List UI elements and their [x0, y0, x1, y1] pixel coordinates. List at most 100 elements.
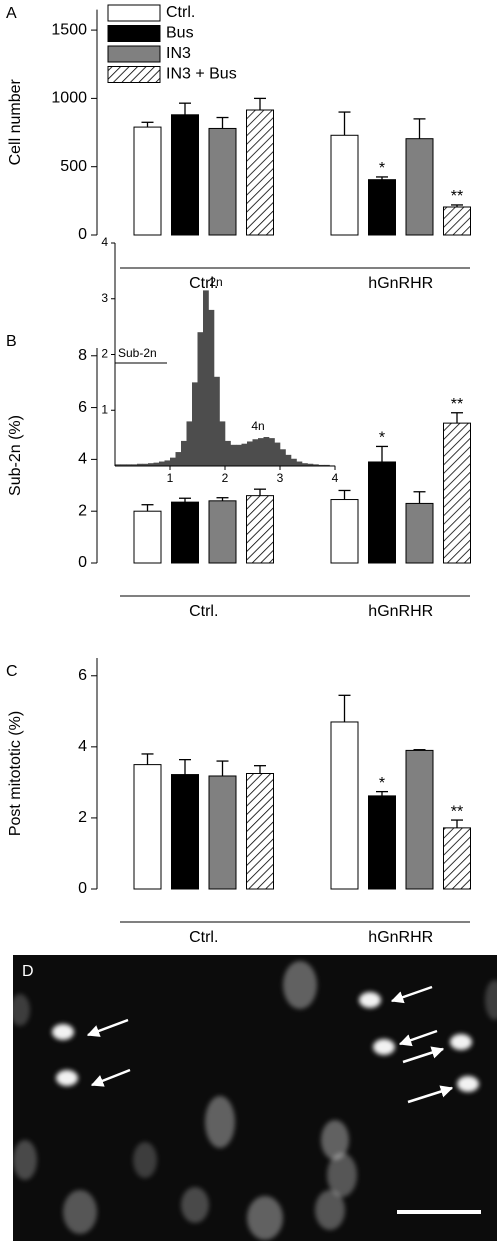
error-bar — [254, 97, 266, 111]
arrow — [398, 1029, 438, 1047]
y-tick-label: 500 — [60, 158, 87, 175]
histogram-bar — [175, 452, 182, 466]
arrow — [407, 1085, 454, 1104]
error-bar — [179, 102, 191, 115]
error-bar — [141, 504, 154, 512]
error-bar — [216, 497, 229, 501]
nucleus — [13, 1140, 37, 1180]
inset-x-tick-label: 4 — [332, 471, 339, 485]
x-category-label: hGnRHR — [368, 275, 433, 292]
bar — [443, 206, 471, 236]
legend-swatch — [107, 4, 161, 22]
error-bar — [376, 790, 388, 796]
histogram-bar — [263, 437, 270, 466]
y-tick-label: 8 — [78, 347, 87, 364]
nucleus — [321, 1120, 349, 1160]
bar — [330, 134, 359, 236]
bar — [405, 502, 434, 564]
y-tick-label: 0 — [78, 880, 87, 897]
bar — [246, 773, 274, 890]
significance-marker: * — [379, 160, 385, 177]
bright-nucleus — [359, 992, 381, 1008]
histogram-bar — [203, 290, 209, 466]
histogram-bar — [120, 464, 127, 466]
y-tick-label: 4 — [78, 738, 87, 755]
nucleus — [327, 1153, 357, 1197]
bright-nucleus — [52, 1024, 74, 1040]
inset-annotation: 4n — [251, 419, 264, 433]
histogram-bar — [148, 463, 154, 466]
bright-nucleus — [373, 1039, 395, 1055]
histogram-bar — [247, 441, 253, 466]
inset-y-tick-label: 4 — [101, 235, 108, 249]
x-category-label: hGnRHR — [368, 603, 433, 620]
y-tick-label: 6 — [78, 667, 87, 684]
error-bar — [216, 760, 229, 776]
nucleus — [63, 1190, 97, 1234]
histogram-bar — [313, 464, 319, 466]
inset-annotation: Sub-2n — [118, 346, 157, 360]
histogram-bar — [230, 444, 237, 466]
arrow — [390, 985, 433, 1004]
panel-label: A — [6, 5, 17, 22]
inset-annotation: 2n — [209, 275, 222, 289]
error-bar — [254, 765, 266, 774]
bar — [330, 499, 359, 564]
bar — [208, 127, 237, 236]
significance-marker: ** — [451, 803, 463, 820]
y-tick-label: 0 — [78, 226, 87, 243]
significance-marker: ** — [451, 396, 463, 413]
error-bar — [413, 118, 426, 139]
error-bar — [216, 116, 229, 129]
nucleus — [485, 980, 500, 1020]
histogram-bar — [219, 421, 226, 466]
significance-marker: * — [379, 775, 385, 792]
panel-label: C — [6, 663, 18, 680]
arrow — [90, 1068, 131, 1087]
bar — [368, 795, 396, 890]
arrow — [86, 1018, 129, 1037]
histogram-bar — [164, 460, 171, 466]
histogram-bar — [192, 382, 198, 466]
arrow — [402, 1046, 445, 1064]
bar — [246, 495, 274, 564]
bar — [405, 749, 434, 890]
x-category-label: hGnRHR — [368, 929, 433, 946]
error-bar — [338, 111, 351, 136]
error-bar — [179, 497, 191, 503]
significance-marker: * — [379, 430, 385, 447]
legend-swatch — [107, 66, 161, 83]
inset-y-tick-label: 1 — [101, 402, 108, 416]
inset-x-tick-label: 1 — [167, 471, 174, 485]
nucleus — [283, 961, 317, 1009]
histogram-bar — [181, 440, 187, 466]
legend-label: Ctrl. — [166, 4, 195, 21]
histogram-bar — [241, 443, 248, 466]
nucleus — [315, 1190, 345, 1230]
error-bar — [141, 753, 154, 765]
histogram-bar — [159, 461, 165, 466]
histogram-bar — [291, 458, 297, 466]
error-bar — [179, 758, 191, 775]
legend-label: Bus — [166, 25, 194, 42]
error-bar — [254, 488, 266, 496]
bar — [405, 138, 434, 236]
y-axis-title: Cell number — [7, 79, 24, 166]
x-category-label: Ctrl. — [189, 929, 218, 946]
bar — [330, 721, 359, 890]
legend-swatch — [107, 45, 161, 63]
histogram-bar — [115, 464, 121, 466]
histogram-bar — [214, 376, 220, 466]
inset-y-tick-label: 2 — [101, 347, 108, 361]
legend-swatch — [107, 25, 161, 42]
error-bar — [413, 749, 426, 751]
histogram-bar — [302, 463, 308, 466]
bar — [443, 827, 471, 890]
y-tick-label: 2 — [78, 502, 87, 519]
bar — [208, 775, 237, 890]
bar — [368, 179, 396, 236]
nucleus — [10, 994, 30, 1026]
histogram-bar — [153, 462, 160, 466]
y-tick-label: 4 — [78, 451, 87, 468]
y-tick-label: 1000 — [51, 90, 87, 107]
